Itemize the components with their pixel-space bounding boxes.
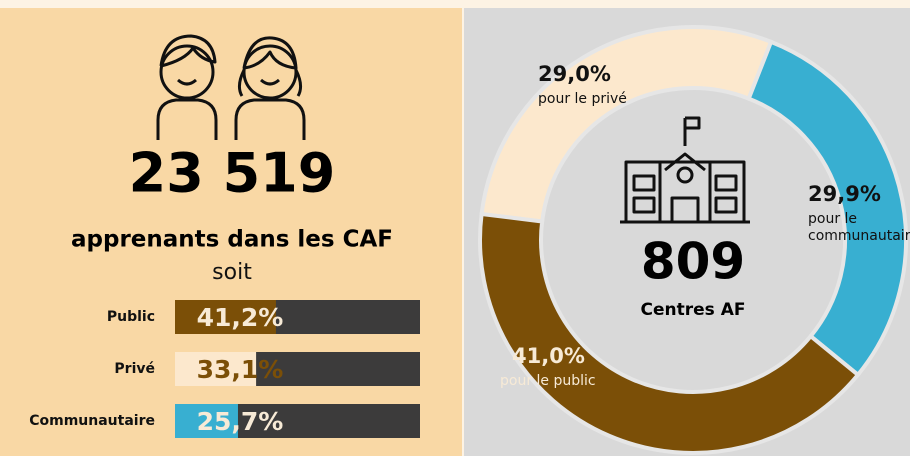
subtitle: soit — [212, 260, 252, 285]
category-label: Communautaire — [29, 413, 155, 429]
donut-segment — [479, 25, 774, 224]
category-label-line: communautaire — [808, 228, 910, 244]
center-value: 809 — [641, 233, 745, 291]
bar — [175, 300, 276, 334]
value-label: 29,0% — [538, 62, 611, 86]
center-label: Centres AF — [641, 300, 746, 320]
category-label: pour le communautaire — [808, 211, 910, 244]
learners-icon — [156, 34, 306, 140]
value-label: 29,9% — [808, 182, 881, 206]
headline: 23 519 — [129, 142, 336, 205]
value-label: 33,1% — [197, 355, 284, 384]
bar — [175, 404, 238, 438]
donut-segment — [746, 39, 908, 378]
donut-segment — [478, 211, 861, 455]
value-label: 25,7% — [197, 407, 284, 436]
category-label: Public — [107, 309, 155, 325]
category-label-line: pour le privé — [538, 91, 627, 107]
school-icon — [620, 116, 750, 224]
category-label: pour le privé — [538, 91, 627, 107]
value-label: 41,2% — [197, 303, 284, 332]
category-label: pour le public — [500, 373, 596, 389]
category-label-line: pour le public — [500, 373, 596, 389]
category-label: Privé — [114, 361, 155, 377]
bar — [175, 352, 257, 386]
value-label: 41,0% — [512, 344, 585, 368]
category-label-line: pour le — [808, 211, 857, 227]
title: apprenants dans les CAF — [71, 227, 393, 253]
